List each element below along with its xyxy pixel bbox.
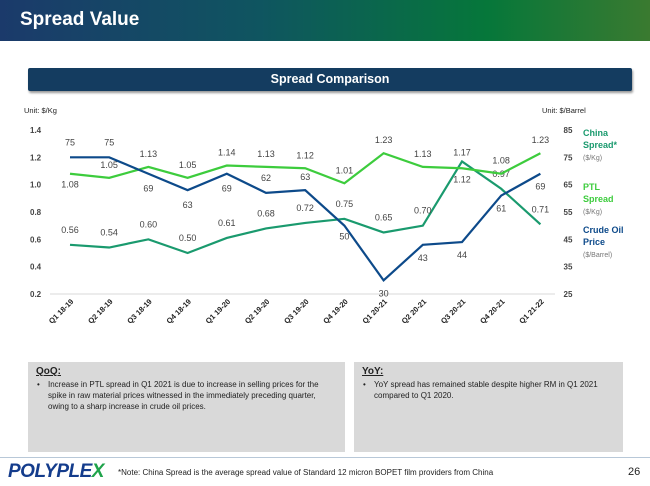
- data-label: 1.13: [257, 149, 275, 159]
- data-label: 63: [183, 200, 193, 210]
- data-label: 30: [379, 288, 389, 298]
- data-label: 61: [496, 204, 506, 214]
- legend-unit: ($/Kg): [583, 155, 602, 162]
- legend-unit: ($/Barrel): [583, 252, 612, 259]
- data-label: 0.72: [296, 203, 314, 213]
- data-label: 62: [261, 173, 271, 183]
- right-tick-label: 85: [564, 126, 573, 135]
- x-tick-label: Q3 20-21: [439, 297, 467, 325]
- right-tick-label: 35: [564, 263, 573, 272]
- data-label: 69: [143, 184, 153, 194]
- yoy-box: YoY: YoY spread has remained stable desp…: [354, 362, 623, 452]
- x-tick-label: Q1 20-21: [361, 297, 389, 325]
- data-label: 0.65: [375, 213, 393, 223]
- legend-label: Spread: [583, 194, 614, 204]
- left-unit-label: Unit: $/Kg: [24, 106, 57, 115]
- data-label: 1.08: [492, 156, 510, 166]
- data-label: 1.01: [336, 165, 354, 175]
- data-label: 75: [65, 137, 75, 147]
- slide-title: Spread Value: [20, 9, 140, 30]
- left-tick-label: 0.6: [30, 235, 42, 244]
- data-label: 50: [339, 232, 349, 242]
- legend-label: China: [583, 128, 609, 138]
- data-label: 1.12: [296, 150, 314, 160]
- right-tick-label: 75: [564, 153, 573, 162]
- series-line-0: [69, 159, 542, 255]
- line-chart: Unit: $/Kg Unit: $/Barrel1.41.21.00.80.60…: [24, 106, 624, 326]
- yoy-bullet: YoY spread has remained stable despite h…: [362, 379, 615, 401]
- data-label: 0.68: [257, 208, 275, 218]
- series-line-1: [69, 151, 541, 185]
- legend-label: Crude Oil: [583, 225, 624, 235]
- data-label: 0.56: [61, 225, 79, 235]
- data-label: 0.75: [336, 199, 354, 209]
- legend-label: Spread*: [583, 140, 618, 150]
- x-tick-label: Q2 19-20: [243, 297, 271, 325]
- left-tick-label: 0.8: [30, 208, 42, 217]
- legend-label: PTL: [583, 182, 601, 192]
- legend-unit: ($/Kg): [583, 209, 602, 216]
- chart-title: Spread Comparison: [28, 68, 632, 91]
- x-tick-label: Q4 18-19: [165, 297, 193, 325]
- legend-label: Price: [583, 237, 605, 247]
- polyplex-logo: POLYPLEX: [8, 461, 104, 482]
- footer-divider: [0, 457, 650, 458]
- left-tick-label: 0.4: [30, 263, 42, 272]
- left-tick-label: 1.4: [30, 126, 42, 135]
- qoq-box: QoQ: Increase in PTL spread in Q1 2021 i…: [28, 362, 345, 452]
- footnote: *Note: China Spread is the average sprea…: [118, 468, 494, 477]
- data-label: 69: [535, 182, 545, 192]
- x-tick-label: Q2 20-21: [400, 297, 428, 325]
- series-line-2: [70, 156, 541, 282]
- left-tick-label: 1.2: [30, 153, 42, 162]
- x-tick-label: Q4 20-21: [478, 297, 506, 325]
- data-label: 0.50: [179, 233, 197, 243]
- slide-header: Spread Value: [0, 0, 650, 41]
- data-label: 43: [418, 253, 428, 263]
- data-label: 1.23: [375, 135, 393, 145]
- data-label: 44: [457, 250, 467, 260]
- data-label: 1.13: [140, 149, 158, 159]
- data-label: 1.17: [453, 147, 471, 157]
- right-tick-label: 45: [564, 235, 573, 244]
- x-tick-label: Q2 18-19: [86, 297, 114, 325]
- data-label: 1.14: [218, 148, 236, 158]
- data-label: 0.54: [100, 228, 118, 238]
- left-tick-label: 1.0: [30, 181, 42, 190]
- page-number: 26: [628, 466, 641, 478]
- data-label: 75: [104, 137, 114, 147]
- qoq-bullet: Increase in PTL spread in Q1 2021 is due…: [36, 379, 337, 412]
- data-label: 1.08: [61, 180, 79, 190]
- right-tick-label: 55: [564, 208, 573, 217]
- left-tick-label: 0.2: [30, 290, 42, 299]
- data-label: 0.70: [414, 206, 432, 216]
- data-label: 1.12: [453, 174, 471, 184]
- right-unit-label: Unit: $/Barrel: [542, 106, 586, 115]
- right-tick-label: 65: [564, 181, 573, 190]
- qoq-title: QoQ:: [36, 366, 61, 377]
- data-label: 0.60: [140, 219, 158, 229]
- x-tick-label: Q1 19-20: [204, 297, 232, 325]
- data-label: 0.71: [532, 204, 550, 214]
- x-tick-label: Q3 19-20: [282, 297, 310, 325]
- data-label: 1.13: [414, 149, 432, 159]
- data-label: 63: [300, 172, 310, 182]
- x-tick-label: Q1 18-19: [47, 297, 75, 325]
- x-tick-label: Q1 21-22: [517, 297, 545, 325]
- x-tick-label: Q4 19-20: [321, 297, 349, 325]
- data-label: 1.23: [532, 135, 550, 145]
- data-label: 1.05: [100, 160, 118, 170]
- data-label: 69: [222, 184, 232, 194]
- x-tick-label: Q3 18-19: [125, 297, 153, 325]
- yoy-title: YoY:: [362, 366, 384, 377]
- data-label: 1.05: [179, 160, 197, 170]
- right-tick-label: 25: [564, 290, 573, 299]
- data-label: 0.61: [218, 218, 236, 228]
